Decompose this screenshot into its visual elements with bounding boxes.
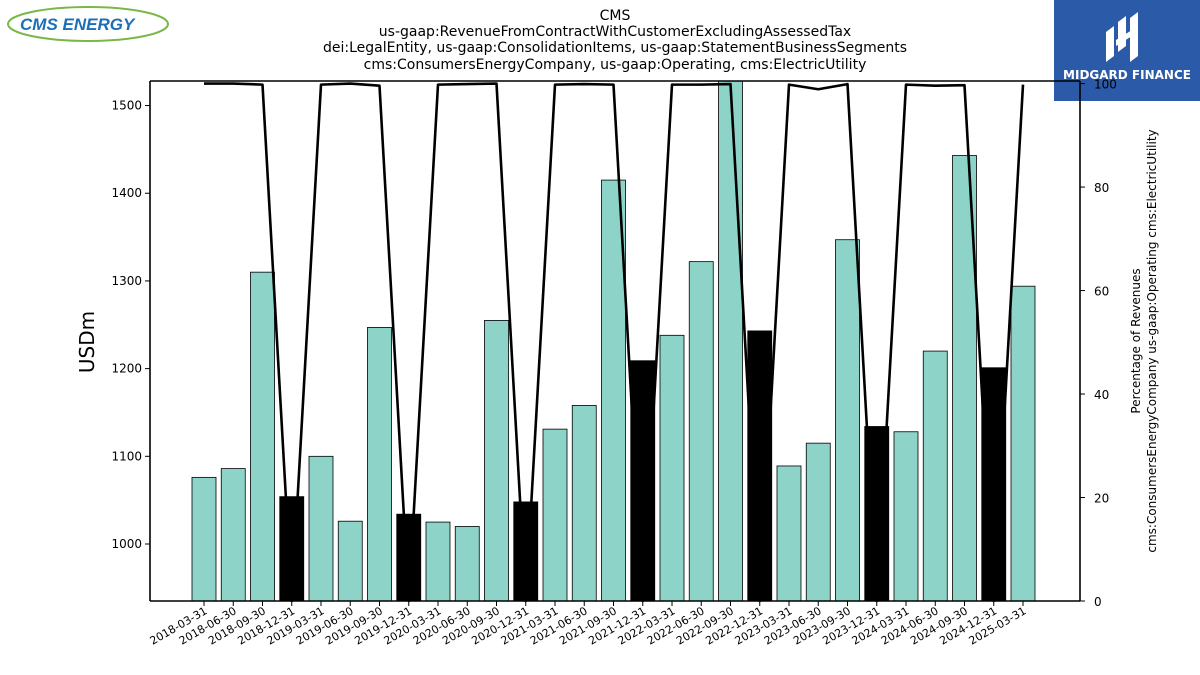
bar-2020-06-30 [454,526,480,601]
bar-2023-09-30 [835,239,860,601]
y2-tick-label-100: 100 [1094,78,1117,92]
y-axis-title: USDm [75,311,99,373]
bar-2023-03-31 [776,465,802,601]
cms-energy-logo-graphic: CMS ENERGY [7,6,169,42]
midgard-logo-mark [1106,12,1138,62]
y2-axis-title-line-2: cms:ConsumersEnergyCompany us-gaap:Opera… [1145,129,1159,552]
x-axis-ticks: 2018-03-312018-06-302018-09-302018-12-31… [148,601,1029,648]
cms-energy-logo: CMS ENERGY [6,4,174,44]
y-tick-label-1100: 1100 [111,449,142,463]
y2-tick-label-40: 40 [1094,388,1109,402]
bar-2022-06-30 [688,261,714,601]
y2-tick-label-20: 20 [1094,492,1109,506]
y-tick-label-1200: 1200 [111,362,142,376]
y2-tick-label-0: 0 [1094,595,1102,609]
bar-2019-06-30 [337,520,363,601]
y-tick-label-1500: 1500 [111,99,142,113]
bar-2022-03-31 [659,334,685,601]
y-axis-ticks: 1000 1100 1200 1300 1400 1500 [111,99,150,551]
y2-axis-ticks: 0 20 40 60 80 100 [1080,78,1117,609]
midgard-logo-text: MIDGARD FINANCE [1063,68,1191,82]
bar-2020-09-30 [484,319,509,601]
y2-axis-title-line-1: Percentage of Revenues [1129,268,1143,413]
bar-2021-03-31 [542,428,568,601]
bar-2021-12-31 [630,360,656,601]
midgard-finance-logo: MIDGARD FINANCE [1054,0,1200,101]
percentage-line-group [204,82,1025,603]
percentage-line [204,82,1025,603]
bar-2018-09-30 [250,271,275,601]
bar-2025-03-31 [1010,285,1036,601]
chart-title-line-3: dei:LegalEntity, us-gaap:ConsolidationIt… [323,40,907,56]
bar-2019-03-31 [308,455,334,601]
bar-2023-06-30 [805,442,831,601]
y-tick-label-1000: 1000 [111,537,142,551]
axes-group [149,80,1081,602]
chart-title-line-1: CMS [600,8,631,24]
y2-tick-label-80: 80 [1094,181,1109,195]
bar-2024-03-31 [893,431,919,601]
bar-2024-12-31 [981,367,1007,601]
y-tick-label-1300: 1300 [111,274,142,288]
y-tick-label-1400: 1400 [111,186,142,200]
cms-energy-logo-text: CMS ENERGY [20,15,136,34]
bar-2020-03-31 [425,521,451,601]
chart-title: CMS us-gaap:RevenueFromContractWithCusto… [323,8,907,73]
bar-2021-06-30 [571,405,597,601]
bar-2024-06-30 [922,350,948,601]
y2-tick-label-60: 60 [1094,285,1109,299]
bar-2018-03-31 [191,476,217,601]
chart-title-line-4: cms:ConsumersEnergyCompany, us-gaap:Oper… [364,57,867,73]
chart-title-line-2: us-gaap:RevenueFromContractWithCustomerE… [379,24,851,40]
bars-group [191,81,1036,601]
bar-2019-09-30 [367,327,392,601]
bar-2018-06-30 [220,468,246,601]
bar-2022-09-30 [718,81,743,601]
